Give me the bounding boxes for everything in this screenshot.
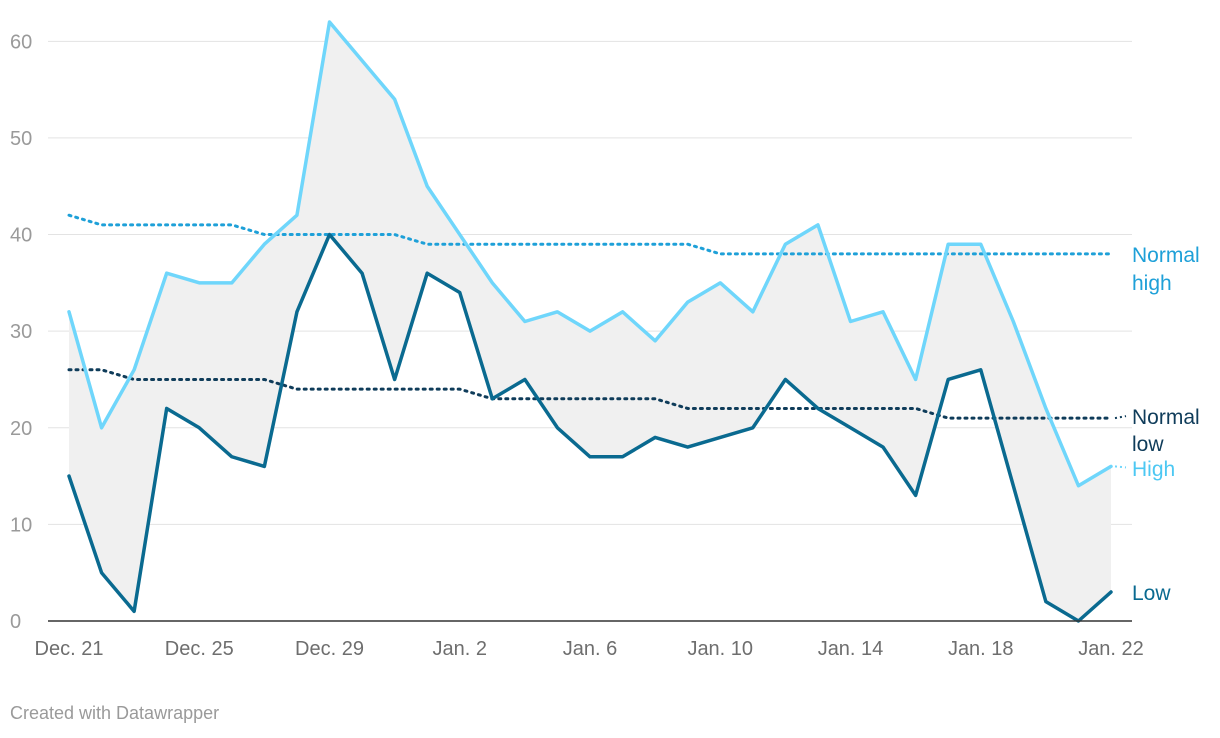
y-tick-label-30: 30 xyxy=(10,321,32,343)
range-fill xyxy=(69,22,1111,621)
x-tick-label-8: Jan. 22 xyxy=(1078,638,1144,660)
y-tick-label-10: 10 xyxy=(10,514,32,536)
series-line-normal-high xyxy=(67,213,1113,256)
x-tick-label-5: Jan. 10 xyxy=(687,638,753,660)
high-label: High xyxy=(1132,458,1175,481)
y-tick-label-60: 60 xyxy=(10,31,32,53)
y-tick-label-50: 50 xyxy=(10,128,32,150)
normal-high-label-line1: Normal xyxy=(1132,244,1200,267)
series-line-low xyxy=(67,232,1113,623)
series-labels: Normal high Normal low High Low xyxy=(1132,244,1200,605)
x-tick-label-4: Jan. 6 xyxy=(563,638,617,660)
normal-low-label-line2: low xyxy=(1132,433,1164,456)
axes: 0 10 20 30 40 50 60 Dec. 21 Dec. 25 Dec. 29 Jan. 2… xyxy=(10,31,1144,660)
x-tick-label-0: Dec. 21 xyxy=(35,638,104,660)
normal-low-label-line1: Normal xyxy=(1132,406,1200,429)
high-label-connector xyxy=(1114,465,1127,469)
x-tick-label-3: Jan. 2 xyxy=(433,638,487,660)
x-tick-label-6: Jan. 14 xyxy=(818,638,884,660)
series-line-high xyxy=(67,20,1113,488)
normal-high-label-line2: high xyxy=(1132,272,1172,295)
credit-text: Created with Datawrapper xyxy=(10,703,220,723)
y-tick-label-40: 40 xyxy=(10,225,32,247)
x-tick-label-2: Dec. 29 xyxy=(295,638,364,660)
x-tick-label-7: Jan. 18 xyxy=(948,638,1014,660)
y-tick-label-20: 20 xyxy=(10,418,32,440)
y-tick-label-0: 0 xyxy=(10,611,21,633)
series-lines xyxy=(67,20,1127,623)
x-tick-label-1: Dec. 25 xyxy=(165,638,234,660)
normal-low-label-connector xyxy=(1114,415,1127,420)
range-area xyxy=(69,22,1111,621)
low-label: Low xyxy=(1132,582,1171,605)
